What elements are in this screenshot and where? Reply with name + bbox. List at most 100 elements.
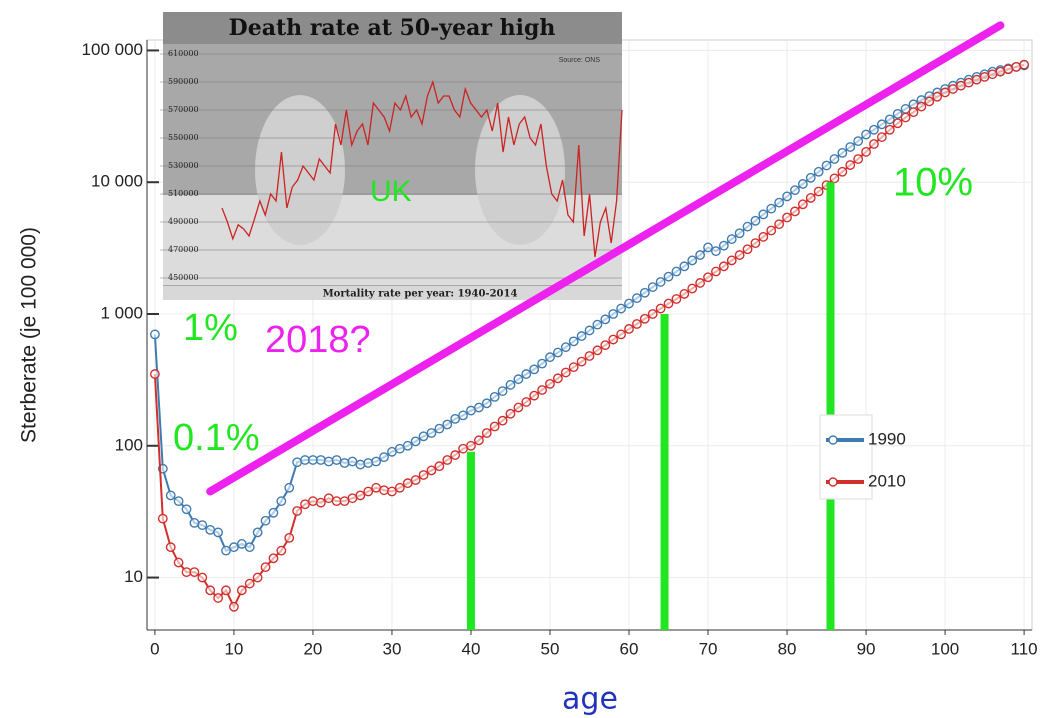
data-point	[805, 172, 816, 183]
x-tick-label: 0	[150, 639, 159, 658]
data-point	[647, 309, 658, 319]
data-point	[600, 340, 611, 351]
data-point	[734, 250, 745, 260]
data-point	[711, 246, 721, 257]
data-point	[497, 386, 508, 396]
data-point	[355, 490, 366, 501]
data-point	[236, 585, 247, 596]
x-tick-label: 60	[620, 639, 639, 658]
data-point	[552, 347, 563, 358]
data-point	[260, 515, 271, 526]
inset-y-tick-label: 530000	[168, 161, 199, 170]
data-point	[742, 244, 753, 255]
data-point	[979, 71, 990, 82]
data-point	[165, 490, 176, 501]
x-tick-label: 70	[699, 639, 718, 658]
inset-line	[221, 79, 623, 258]
x-tick-label: 20	[303, 639, 322, 658]
data-point	[505, 379, 516, 390]
data-point	[450, 413, 461, 424]
y-axis-label: Sterberate (je 100 000)	[18, 227, 41, 443]
data-point	[323, 493, 334, 504]
annotation: 0.1%	[173, 417, 260, 459]
inset-y-tick-label: 490000	[168, 217, 199, 226]
data-point	[576, 331, 587, 341]
data-point	[679, 261, 690, 272]
data-point	[687, 283, 698, 294]
data-point	[884, 114, 895, 125]
data-point	[213, 593, 224, 603]
data-point	[450, 450, 461, 460]
data-point	[379, 485, 389, 496]
data-point	[718, 261, 729, 272]
data-point	[584, 351, 595, 361]
data-point	[766, 203, 777, 214]
data-point	[1019, 59, 1029, 70]
data-point	[387, 446, 397, 457]
data-point	[790, 185, 800, 196]
data-point	[679, 289, 690, 299]
data-point	[355, 459, 366, 470]
data-point	[221, 585, 231, 596]
data-point	[473, 402, 484, 413]
data-point	[687, 255, 698, 266]
data-point	[308, 496, 318, 507]
data-point	[197, 520, 208, 531]
data-point	[576, 356, 587, 367]
data-point	[742, 221, 753, 232]
data-point	[869, 124, 879, 135]
data-point	[300, 455, 310, 465]
data-point	[347, 456, 358, 467]
data-point	[632, 319, 642, 329]
data-point	[165, 542, 176, 553]
data-point	[655, 303, 666, 314]
x-tick-label: 110	[1011, 639, 1038, 658]
data-point	[205, 524, 216, 535]
data-point	[908, 99, 919, 110]
data-point	[315, 497, 326, 508]
data-point	[284, 532, 295, 543]
data-point	[908, 107, 919, 118]
data-point	[315, 455, 326, 465]
data-point	[663, 298, 674, 309]
data-point	[600, 314, 611, 325]
data-point	[971, 74, 982, 85]
y-tick-label: 10	[124, 567, 143, 586]
annotation: 1%	[183, 307, 238, 349]
data-point	[663, 271, 674, 282]
x-tick-label: 30	[382, 639, 401, 658]
data-point	[829, 154, 840, 164]
inset-x-label: Mortality rate per year: 1940-2014	[323, 289, 518, 300]
data-point	[347, 493, 358, 504]
x-tick-label: 90	[857, 639, 876, 658]
y-tick-label: 10 000	[91, 172, 143, 191]
data-point	[418, 470, 429, 480]
data-point	[489, 391, 500, 402]
data-point	[695, 278, 706, 288]
data-point	[616, 329, 627, 340]
data-point	[205, 585, 216, 596]
data-point	[853, 136, 864, 147]
data-point	[805, 193, 816, 203]
data-point	[892, 118, 903, 129]
data-point	[790, 206, 800, 217]
data-point	[900, 112, 911, 123]
data-point	[869, 139, 879, 149]
data-point	[410, 475, 421, 485]
inset-title: Death rate at 50-year high	[229, 15, 556, 41]
data-point	[924, 96, 935, 107]
data-point	[592, 345, 603, 356]
inset-y-tick-label: 570000	[168, 105, 199, 114]
data-point	[758, 231, 769, 242]
data-point	[837, 147, 848, 158]
data-point	[1003, 64, 1014, 75]
data-point	[537, 358, 547, 369]
data-point	[853, 154, 864, 164]
data-point	[892, 108, 903, 119]
data-point	[473, 435, 484, 446]
data-point	[371, 456, 382, 467]
y-tick-label: 1 000	[100, 303, 143, 322]
data-point	[829, 173, 840, 184]
data-point	[458, 410, 468, 421]
data-point	[339, 496, 350, 507]
